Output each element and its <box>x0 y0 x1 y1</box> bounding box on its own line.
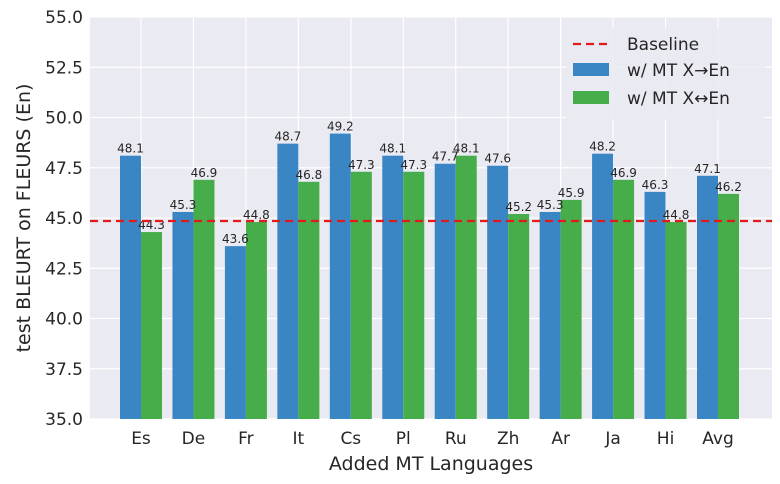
x-tick-label: Cs <box>340 429 361 449</box>
legend-series-2-label: w/ MT X↔En <box>627 89 730 109</box>
bar-value-label: 45.9 <box>558 186 585 200</box>
x-tick-label: De <box>182 429 206 449</box>
bar <box>613 179 635 419</box>
y-tick-label: 45.0 <box>45 209 83 229</box>
bar-value-label: 46.3 <box>642 178 669 192</box>
bar <box>539 211 561 419</box>
bar <box>434 163 456 419</box>
bar <box>298 181 320 419</box>
y-axis-label: test BLEURT on FLEURS (En) <box>13 84 35 353</box>
bar <box>172 211 194 419</box>
bar-value-label: 44.8 <box>663 208 690 222</box>
bar-value-label: 48.7 <box>275 130 302 144</box>
x-axis-label: Added MT Languages <box>329 453 533 475</box>
bar-value-label: 48.1 <box>453 142 480 156</box>
bar <box>245 222 267 419</box>
bar <box>141 232 162 419</box>
bar-value-label: 46.8 <box>296 168 323 182</box>
bar <box>403 171 425 419</box>
legend-series-1-label: w/ MT X→En <box>627 61 730 81</box>
bar-value-label: 48.1 <box>379 142 406 156</box>
bar <box>350 171 372 419</box>
legend-series-1-swatch <box>573 63 609 76</box>
y-tick-label: 47.5 <box>45 159 83 179</box>
bar-value-label: 47.6 <box>484 152 511 166</box>
bar-value-label: 46.9 <box>610 166 637 180</box>
bar <box>193 179 215 419</box>
y-tick-label: 35.0 <box>45 410 83 430</box>
bar <box>120 155 141 419</box>
bar <box>718 193 739 419</box>
bar <box>329 133 351 419</box>
bar-value-label: 45.3 <box>170 198 197 212</box>
bar <box>508 213 530 419</box>
x-tick-label: Es <box>131 429 151 449</box>
bar-value-label: 47.1 <box>694 162 721 176</box>
y-tick-label: 55.0 <box>45 8 83 28</box>
bar <box>560 199 582 419</box>
legend-series-2-swatch <box>573 91 609 104</box>
x-tick-label: It <box>293 429 305 449</box>
x-tick-label: Hi <box>657 429 675 449</box>
bar-value-label: 47.7 <box>432 150 459 164</box>
data-labels: 48.145.343.648.749.248.147.7 47.645.348.2… <box>117 120 742 247</box>
x-tick-label: Avg <box>702 429 734 449</box>
bar <box>644 191 666 419</box>
x-tick-label: Ja <box>604 429 620 449</box>
bar <box>277 143 299 419</box>
x-tick-label: Ar <box>551 429 570 449</box>
legend-baseline-label: Baseline <box>627 35 699 55</box>
x-tick-label: Pl <box>396 429 411 449</box>
bar <box>487 165 509 419</box>
y-tick-label: 52.5 <box>45 58 83 78</box>
bar-value-label: 45.3 <box>537 198 564 212</box>
bar-value-label: 47.3 <box>400 158 427 172</box>
y-tick-label: 42.5 <box>45 259 83 279</box>
bar-value-label: 43.6 <box>222 232 249 246</box>
y-tick-label: 50.0 <box>45 109 83 129</box>
bar <box>665 222 687 419</box>
bar <box>382 155 404 419</box>
x-tick-label: Ru <box>445 429 467 449</box>
bar-value-label: 49.2 <box>327 120 354 134</box>
legend: Baseline w/ MT X→En w/ MT X↔En <box>565 28 765 120</box>
bar <box>224 246 246 419</box>
bar-value-label: 46.9 <box>191 166 218 180</box>
bars <box>120 133 739 419</box>
legend-box <box>565 28 765 120</box>
y-tick-label: 40.0 <box>45 310 83 330</box>
x-tick-labels: Es De Fr It Cs Pl Ru Zh Ar Ja Hi Avg <box>131 429 734 449</box>
bar <box>697 175 718 419</box>
bar-value-label: 48.1 <box>117 142 144 156</box>
bar <box>592 153 614 419</box>
bar-value-label: 45.2 <box>505 200 532 214</box>
x-tick-label: Fr <box>238 429 254 449</box>
bar-value-label: 44.8 <box>243 208 270 222</box>
y-tick-label: 37.5 <box>45 360 83 380</box>
y-tick-labels: 35.0 37.5 40.0 42.5 45.0 47.5 50.0 52.5 55.0 <box>45 8 83 430</box>
bar <box>455 155 477 419</box>
x-tick-label: Zh <box>497 429 519 449</box>
bar-value-label: 48.2 <box>589 140 616 154</box>
bar-value-label: 47.3 <box>348 158 375 172</box>
bar-value-label: 46.2 <box>715 180 742 194</box>
